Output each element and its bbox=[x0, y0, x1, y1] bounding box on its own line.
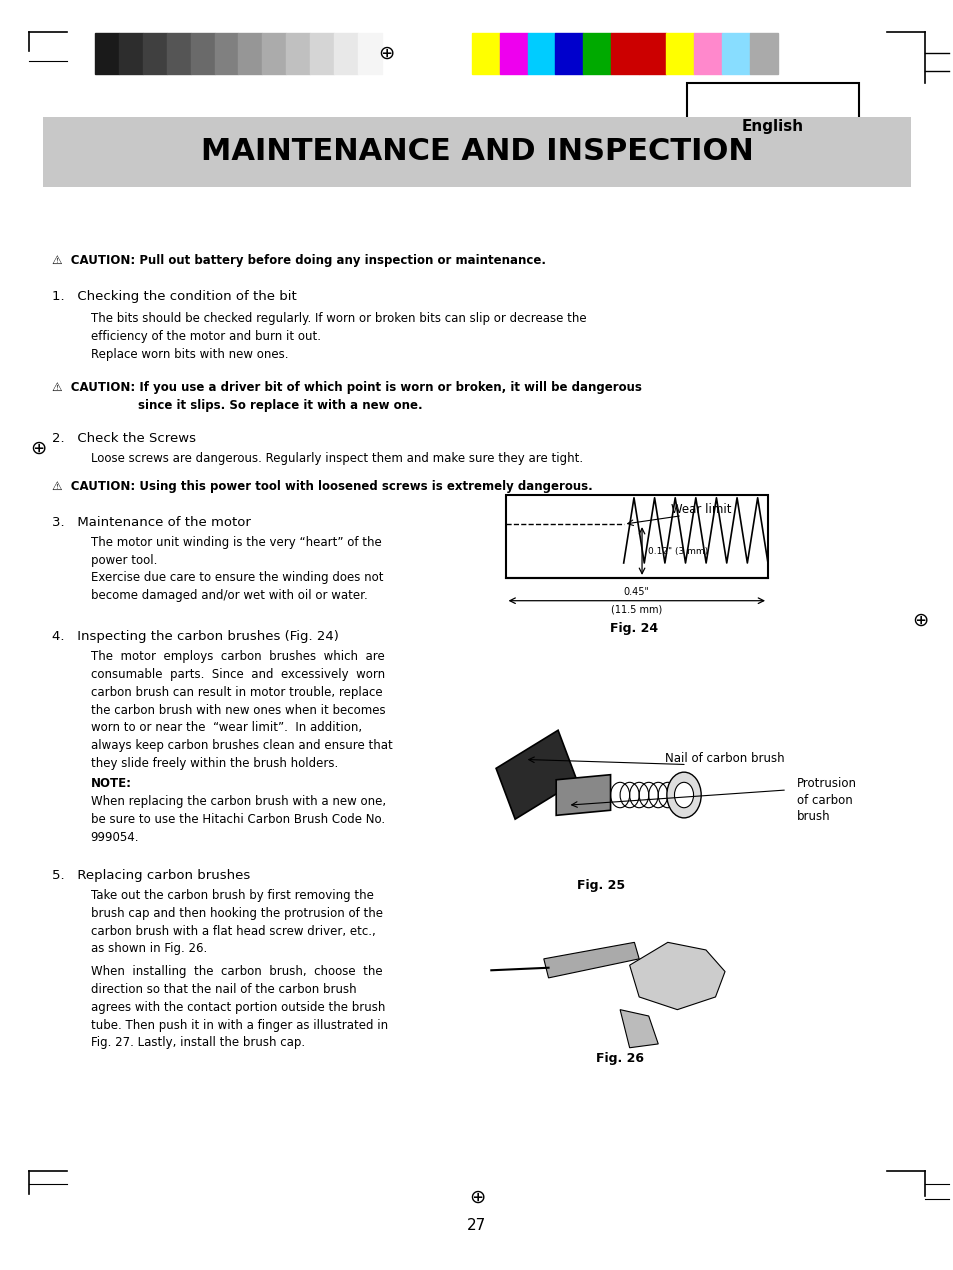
Bar bbox=[43, 117, 910, 187]
Polygon shape bbox=[619, 1010, 658, 1048]
Text: they slide freely within the brush holders.: they slide freely within the brush holde… bbox=[91, 757, 337, 770]
Circle shape bbox=[674, 782, 693, 808]
Text: 0.12" (3 mm): 0.12" (3 mm) bbox=[647, 546, 707, 555]
Text: ⚠  CAUTION: Using this power tool with loosened screws is extremely dangerous.: ⚠ CAUTION: Using this power tool with lo… bbox=[52, 480, 593, 493]
Text: Exercise due care to ensure the winding does not: Exercise due care to ensure the winding … bbox=[91, 572, 383, 584]
Bar bbox=[527, 33, 555, 74]
Bar bbox=[191, 33, 214, 74]
Text: ⚠  CAUTION: If you use a driver bit of which point is worn or broken, it will be: ⚠ CAUTION: If you use a driver bit of wh… bbox=[52, 381, 641, 394]
Polygon shape bbox=[556, 775, 610, 815]
Text: 1.   Checking the condition of the bit: 1. Checking the condition of the bit bbox=[52, 290, 297, 302]
Text: Replace worn bits with new ones.: Replace worn bits with new ones. bbox=[91, 348, 288, 361]
Text: tube. Then push it in with a finger as illustrated in: tube. Then push it in with a finger as i… bbox=[91, 1019, 387, 1031]
Bar bbox=[555, 33, 582, 74]
Text: The motor unit winding is the very “heart” of the: The motor unit winding is the very “hear… bbox=[91, 536, 381, 549]
Circle shape bbox=[666, 772, 700, 818]
Bar bbox=[143, 33, 167, 74]
Text: ⊕: ⊕ bbox=[377, 44, 395, 62]
Text: carbon brush with a flat head screw driver, etc.,: carbon brush with a flat head screw driv… bbox=[91, 925, 375, 937]
Bar bbox=[749, 33, 777, 74]
Text: Nail of carbon brush: Nail of carbon brush bbox=[664, 752, 784, 765]
Bar bbox=[499, 33, 527, 74]
Text: always keep carbon brushes clean and ensure that: always keep carbon brushes clean and ens… bbox=[91, 739, 392, 752]
Bar bbox=[262, 33, 286, 74]
Bar bbox=[357, 33, 381, 74]
Text: Loose screws are dangerous. Regularly inspect them and make sure they are tight.: Loose screws are dangerous. Regularly in… bbox=[91, 452, 582, 465]
Text: The  motor  employs  carbon  brushes  which  are: The motor employs carbon brushes which a… bbox=[91, 650, 384, 663]
Text: as shown in Fig. 26.: as shown in Fig. 26. bbox=[91, 942, 207, 955]
Text: agrees with the contact portion outside the brush: agrees with the contact portion outside … bbox=[91, 1001, 385, 1013]
Text: Fig. 24: Fig. 24 bbox=[610, 622, 658, 635]
Bar bbox=[238, 33, 262, 74]
Text: Fig. 25: Fig. 25 bbox=[577, 879, 624, 892]
Text: Wear limit: Wear limit bbox=[670, 503, 731, 516]
Text: The bits should be checked regularly. If worn or broken bits can slip or decreas: The bits should be checked regularly. If… bbox=[91, 312, 586, 325]
Text: 3.   Maintenance of the motor: 3. Maintenance of the motor bbox=[52, 516, 251, 528]
Text: Protrusion: Protrusion bbox=[796, 777, 856, 790]
Text: NOTE:: NOTE: bbox=[91, 777, 132, 790]
Bar bbox=[505, 495, 767, 578]
Text: direction so that the nail of the carbon brush: direction so that the nail of the carbon… bbox=[91, 983, 355, 996]
Bar bbox=[694, 33, 721, 74]
Bar bbox=[582, 33, 610, 74]
Bar bbox=[472, 33, 499, 74]
Text: ⚠  CAUTION: Pull out battery before doing any inspection or maintenance.: ⚠ CAUTION: Pull out battery before doing… bbox=[52, 254, 546, 267]
Text: 2.   Check the Screws: 2. Check the Screws bbox=[52, 432, 196, 444]
Text: 0.45": 0.45" bbox=[623, 587, 649, 597]
Text: 27: 27 bbox=[467, 1218, 486, 1233]
Text: be sure to use the Hitachi Carbon Brush Code No.: be sure to use the Hitachi Carbon Brush … bbox=[91, 813, 384, 826]
Text: 999054.: 999054. bbox=[91, 831, 139, 843]
Text: ⊕: ⊕ bbox=[30, 439, 47, 457]
Text: ⊕: ⊕ bbox=[911, 611, 928, 629]
Text: carbon brush can result in motor trouble, replace: carbon brush can result in motor trouble… bbox=[91, 686, 382, 699]
Polygon shape bbox=[629, 942, 724, 1010]
Text: ⊕: ⊕ bbox=[468, 1189, 485, 1206]
Text: Take out the carbon brush by first removing the: Take out the carbon brush by first remov… bbox=[91, 889, 374, 902]
Bar bbox=[95, 33, 119, 74]
Bar bbox=[119, 33, 143, 74]
Polygon shape bbox=[543, 942, 639, 978]
Text: 5.   Replacing carbon brushes: 5. Replacing carbon brushes bbox=[52, 869, 251, 881]
Text: Fig. 27. Lastly, install the brush cap.: Fig. 27. Lastly, install the brush cap. bbox=[91, 1036, 304, 1049]
Text: efficiency of the motor and burn it out.: efficiency of the motor and burn it out. bbox=[91, 330, 320, 343]
Text: English: English bbox=[740, 119, 803, 135]
Text: since it slips. So replace it with a new one.: since it slips. So replace it with a new… bbox=[138, 399, 422, 411]
Text: (11.5 mm): (11.5 mm) bbox=[611, 605, 661, 615]
Text: 4.   Inspecting the carbon brushes (Fig. 24): 4. Inspecting the carbon brushes (Fig. 2… bbox=[52, 630, 339, 643]
Bar bbox=[310, 33, 334, 74]
Text: When  installing  the  carbon  brush,  choose  the: When installing the carbon brush, choose… bbox=[91, 965, 382, 978]
Bar bbox=[686, 83, 858, 171]
Bar bbox=[610, 33, 639, 74]
Text: MAINTENANCE AND INSPECTION: MAINTENANCE AND INSPECTION bbox=[200, 137, 753, 165]
Text: become damaged and/or wet with oil or water.: become damaged and/or wet with oil or wa… bbox=[91, 589, 367, 602]
Bar bbox=[167, 33, 191, 74]
Bar bbox=[721, 33, 749, 74]
Bar bbox=[334, 33, 357, 74]
Bar bbox=[666, 33, 694, 74]
Polygon shape bbox=[496, 730, 577, 819]
Text: worn to or near the  “wear limit”.  In addition,: worn to or near the “wear limit”. In add… bbox=[91, 721, 361, 734]
Text: Fig. 26: Fig. 26 bbox=[596, 1052, 643, 1064]
Text: the carbon brush with new ones when it becomes: the carbon brush with new ones when it b… bbox=[91, 704, 385, 716]
Text: When replacing the carbon brush with a new one,: When replacing the carbon brush with a n… bbox=[91, 795, 385, 808]
Bar bbox=[639, 33, 666, 74]
Text: brush: brush bbox=[796, 810, 829, 823]
Text: of carbon: of carbon bbox=[796, 794, 851, 806]
Bar bbox=[214, 33, 238, 74]
Text: consumable  parts.  Since  and  excessively  worn: consumable parts. Since and excessively … bbox=[91, 668, 384, 681]
Text: power tool.: power tool. bbox=[91, 554, 157, 566]
Bar bbox=[286, 33, 310, 74]
Text: brush cap and then hooking the protrusion of the: brush cap and then hooking the protrusio… bbox=[91, 907, 382, 919]
